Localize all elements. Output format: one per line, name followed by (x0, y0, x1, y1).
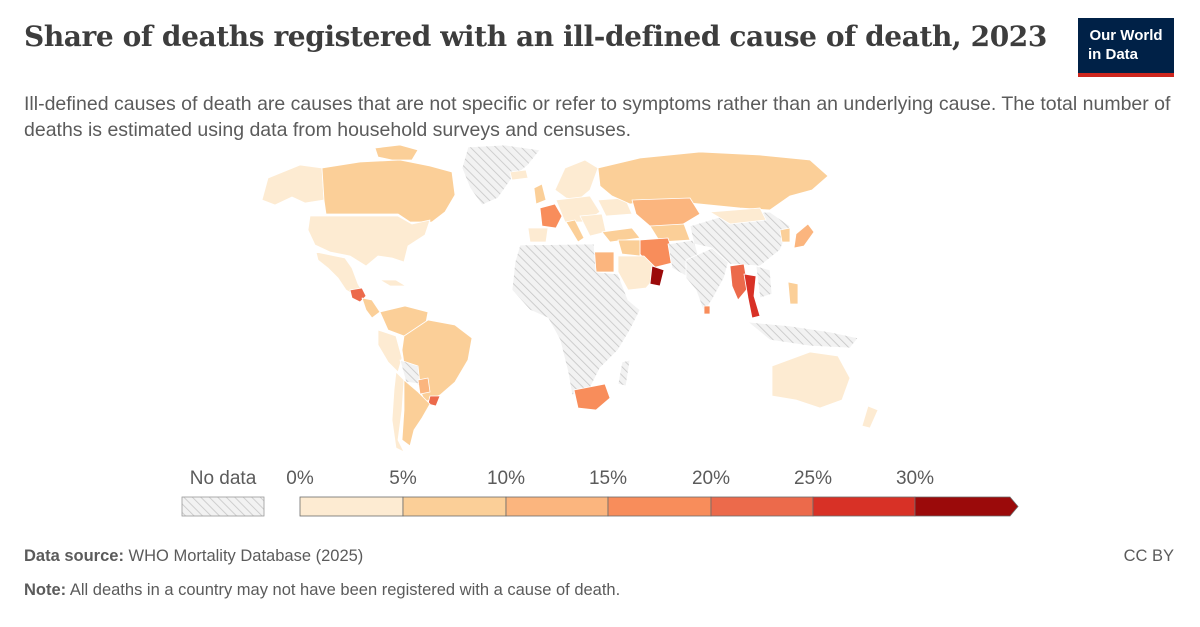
note-label: Note: (24, 581, 67, 599)
legend-tick-10: 10% (487, 468, 525, 489)
country-uruguay[interactable] (427, 395, 441, 407)
legend-no-data-swatch (181, 496, 265, 517)
country-france[interactable] (539, 203, 563, 229)
legend-tick-0: 0% (286, 468, 314, 489)
country-peru-ecuador[interactable] (377, 329, 403, 373)
country-paraguay[interactable] (417, 377, 431, 395)
country-canada[interactable] (321, 159, 456, 223)
country-central-america[interactable] (361, 297, 381, 319)
legend-tick-20: 20% (692, 468, 730, 489)
country-south-africa[interactable] (573, 383, 611, 411)
owid-logo[interactable]: Our World in Data (1078, 18, 1174, 77)
legend-no-data-label: No data (190, 468, 257, 489)
country-vietnam-laos[interactable] (755, 265, 773, 299)
data-source-text[interactable]: WHO Mortality Database (2025) (128, 547, 364, 565)
legend-bin-20-25 (710, 496, 814, 517)
country-usa[interactable] (307, 215, 431, 267)
logo-line-1: Our World (1089, 27, 1163, 44)
legend-bin-10-15 (505, 496, 609, 517)
legend-bin-0-5 (299, 496, 404, 517)
note-text: All deaths in a country may not have bee… (69, 581, 621, 599)
country-turkey[interactable] (601, 227, 641, 243)
country-ukraine[interactable] (597, 197, 633, 217)
legend-tick-25: 25% (794, 468, 832, 489)
legend-tick-30: 30% (896, 468, 934, 489)
country-saudi-arabia[interactable] (617, 255, 661, 291)
data-source-label: Data source: (24, 547, 124, 565)
legend-tick-5: 5% (389, 468, 417, 489)
chart-title: Share of deaths registered with an ill-d… (24, 20, 1047, 53)
logo-line-2: in Data (1088, 46, 1139, 63)
legend-bin-15-20 (607, 496, 712, 517)
country-kazakhstan[interactable] (631, 197, 701, 227)
country-scandinavia[interactable] (554, 159, 599, 201)
country-uk[interactable] (533, 183, 547, 205)
legend-tick-15: 15% (589, 468, 627, 489)
country-central-asia[interactable] (649, 223, 691, 243)
country-myanmar[interactable] (729, 263, 749, 301)
note-line: Note: All deaths in a country may not ha… (24, 581, 620, 600)
country-australia[interactable] (771, 351, 851, 409)
country-spain-portugal[interactable] (527, 227, 549, 243)
country-indonesia[interactable] (747, 321, 859, 349)
country-madagascar[interactable] (617, 359, 631, 387)
legend: No data 0% 5% 10% 15% 20% 25% 30% (181, 468, 1019, 517)
country-iraq-syria[interactable] (617, 239, 641, 257)
country-iceland[interactable] (509, 169, 529, 181)
legend-bin-30-plus (914, 496, 1019, 517)
country-thailand[interactable] (743, 273, 761, 319)
country-chile[interactable] (391, 371, 405, 453)
country-alaska[interactable] (261, 164, 325, 206)
country-korea[interactable] (779, 227, 791, 243)
country-africa-north[interactable] (511, 243, 641, 396)
country-oman[interactable] (649, 265, 665, 287)
country-russia[interactable] (597, 151, 829, 211)
country-greenland[interactable] (461, 144, 541, 206)
data-source-line: Data source: WHO Mortality Database (202… (24, 547, 363, 566)
chart-subtitle: Ill-defined causes of death are causes t… (24, 93, 1171, 141)
logo-accent-bar (1078, 73, 1174, 77)
country-japan[interactable] (793, 223, 815, 249)
country-argentina[interactable] (401, 379, 431, 447)
country-canada-islands[interactable] (374, 144, 419, 161)
country-mongolia[interactable] (709, 207, 767, 225)
license-link[interactable]: CC BY (1123, 547, 1174, 565)
country-philippines[interactable] (787, 281, 799, 305)
country-italy[interactable] (565, 219, 585, 243)
country-egypt[interactable] (593, 251, 615, 273)
country-cuba[interactable] (379, 279, 407, 287)
legend-bin-25-30 (812, 496, 916, 517)
country-sri-lanka[interactable] (703, 305, 711, 315)
legend-bin-5-10 (402, 496, 507, 517)
country-new-zealand[interactable] (861, 405, 879, 429)
